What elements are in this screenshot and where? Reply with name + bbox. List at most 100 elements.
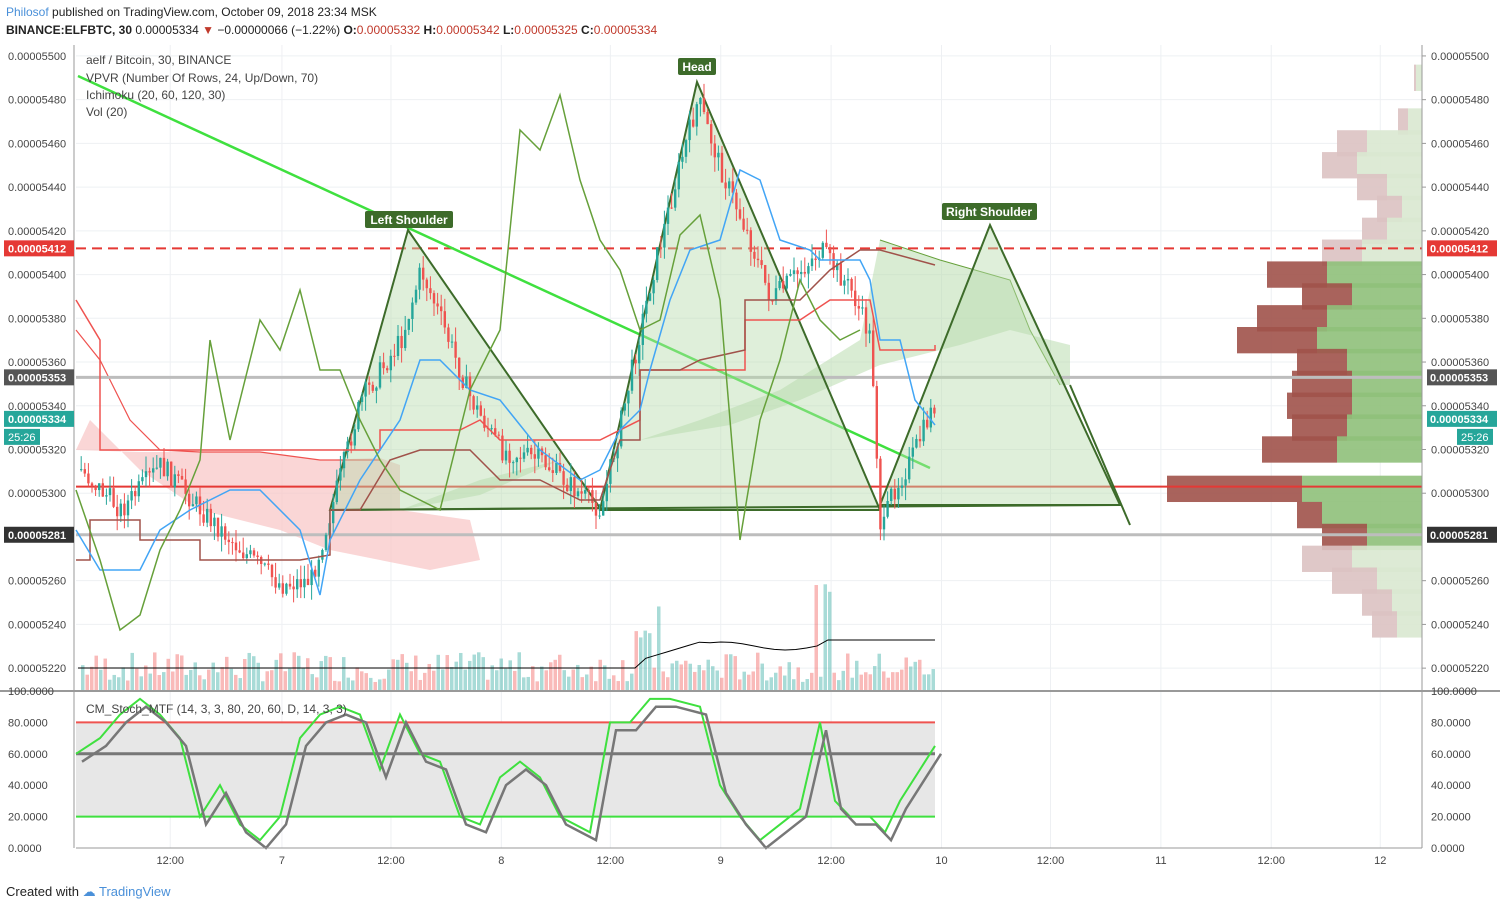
candle-body (555, 462, 558, 473)
candle-body (713, 143, 716, 158)
volume-bar (747, 674, 751, 690)
candle-body (706, 112, 709, 125)
candle-body (317, 559, 320, 577)
candle-body (526, 447, 529, 453)
created-with-text: Created with (6, 884, 79, 899)
legend-vpvr[interactable]: VPVR (Number Of Rows, 24, Up/Down, 70) (86, 71, 318, 85)
volume-bar (873, 666, 877, 690)
price-axis[interactable]: 0.00005500 0.00005500 0.00005480 0.00005480… (4, 51, 1497, 675)
base-line (76, 249, 936, 561)
candle-body (576, 491, 580, 497)
candle-body (569, 477, 572, 492)
volume-bar (454, 661, 458, 690)
volume-bar (103, 658, 107, 690)
price-tick-right: 0.00005380 (1431, 313, 1489, 325)
candle-body (688, 119, 691, 141)
volume-bar (238, 678, 242, 690)
candle-body (191, 504, 194, 507)
annotation-left-shoulder[interactable]: Left Shoulder (365, 211, 453, 228)
high-label: H: (423, 23, 437, 37)
stoch-axis[interactable]: 100.0000 100.0000 80.0000 80.0000 60.0000 60.… (8, 686, 1477, 855)
vp-up-bar (1397, 611, 1422, 638)
candle-body (530, 447, 533, 455)
candle-body (508, 450, 511, 463)
candle-body (911, 447, 914, 457)
candle-body (296, 579, 299, 590)
kijun-line (75, 299, 936, 451)
candle-body (562, 471, 565, 485)
candle-body (162, 457, 166, 477)
volume-bar (684, 660, 688, 690)
price-tick-right: 0.00005300 (1431, 488, 1489, 500)
volume-bar (693, 671, 697, 690)
candle-body (756, 258, 760, 261)
volume-bar (886, 677, 890, 690)
author-link[interactable]: Philosof (6, 5, 49, 19)
volume-bar (706, 659, 710, 690)
volume-bar (787, 662, 791, 690)
candle-body (857, 306, 860, 309)
volume-bar (301, 667, 305, 690)
volume-bar (832, 672, 836, 690)
candle-body (692, 119, 695, 127)
volume-bar (184, 674, 188, 690)
candle-body (414, 289, 418, 303)
volume-bar (292, 652, 296, 690)
price-chart[interactable]: aelf / Bitcoin, 30, BINANCE VPVR (Number… (0, 40, 1500, 880)
tradingview-logo-icon[interactable]: ☁ TradingView (82, 884, 171, 899)
volume-bar (495, 670, 499, 690)
candle-body (868, 330, 871, 334)
volume-bar (837, 680, 841, 690)
candle-body (123, 503, 126, 516)
legend-ichimoku[interactable]: Ichimoku (20, 60, 120, 30) (86, 88, 225, 102)
candle-body (828, 247, 832, 254)
price-badge-right (1427, 526, 1497, 543)
annotation-head[interactable]: Head (678, 58, 716, 75)
volume-bar (216, 672, 220, 690)
volume-bar (148, 673, 152, 690)
candle-body (238, 550, 241, 553)
volume-bar (630, 673, 634, 690)
volume-bar (567, 676, 571, 690)
volume-bar (81, 665, 85, 690)
volume-bar (499, 658, 503, 690)
candle-body (605, 483, 608, 502)
candle-body (918, 438, 922, 442)
candle-body (170, 461, 173, 488)
volume-bar (900, 669, 904, 690)
candle-body (728, 181, 731, 189)
symbol-label: BINANCE:ELFBTC, 30 (6, 23, 133, 37)
candle-body (270, 564, 274, 578)
candle-body (846, 278, 850, 281)
time-tick: 8 (498, 855, 504, 867)
candle-body (242, 552, 245, 559)
volume-bar (553, 659, 557, 690)
volume-bar (360, 671, 364, 690)
candle-body (80, 469, 83, 471)
time-axis[interactable]: 12:00 7 12:00 8 12:00 9 12:00 10 12:00 11 12:00 12 (156, 855, 1386, 867)
stoch-tick-right: 80.0000 (1431, 717, 1471, 729)
volume-bar (598, 659, 602, 690)
candle-body (861, 307, 864, 309)
candle-body (94, 485, 97, 491)
legend-vol[interactable]: Vol (20) (86, 105, 127, 119)
annotation-right-shoulder[interactable]: Right Shoulder (942, 203, 1037, 220)
candle-body (591, 490, 594, 503)
candle-body (623, 403, 626, 411)
candle-body (551, 470, 554, 473)
vp-down-bar (1398, 108, 1408, 135)
candle-body (710, 124, 713, 144)
volume-bar (261, 681, 265, 690)
candle-body (101, 483, 104, 497)
candle-body (594, 502, 598, 516)
volume-bar (247, 652, 251, 690)
candle-body (850, 278, 853, 291)
volume-bar (90, 666, 94, 690)
volume-bar (909, 666, 913, 690)
candle-body (580, 491, 583, 494)
candle-body (652, 280, 655, 294)
volume-bar (328, 657, 332, 690)
candle-body (501, 435, 504, 461)
open-value: 0.00005332 (356, 23, 421, 37)
legend-stoch[interactable]: CM_Stoch_MTF (14, 3, 3, 80, 20, 60, D, 1… (86, 702, 347, 716)
